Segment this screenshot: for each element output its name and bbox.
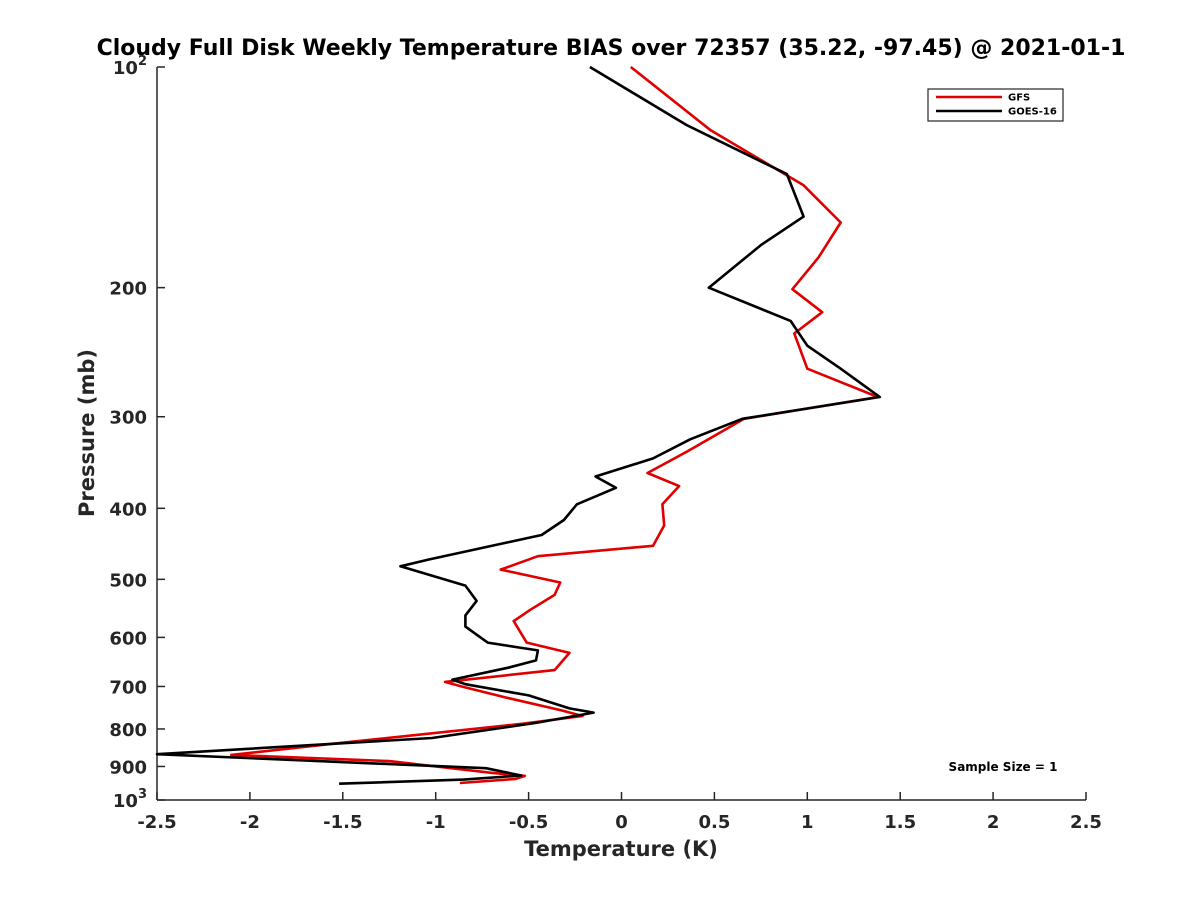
legend-label: GOES-16 [1008,107,1057,118]
y-tick-label: 400 [109,499,147,520]
x-tick-label: -2 [240,812,260,833]
x-tick-label: -0.5 [509,812,548,833]
y-tick-label: 900 [109,757,147,778]
y-tick-label: 102 [113,54,147,79]
y-tick-label: 800 [109,720,147,741]
x-tick-label: -1 [426,812,446,833]
x-tick-label: -1.5 [323,812,362,833]
y-tick-label: 103 [113,787,147,812]
x-tick-label: -2.5 [137,812,176,833]
y-tick-label-base: 10 [113,791,138,812]
y-tick-label-exponent: 3 [138,787,147,802]
x-axis-label: Temperature (K) [524,837,718,861]
x-tick-label: 2 [987,812,1000,833]
y-axis-label: Pressure (mb) [75,349,99,517]
y-tick-label-base: 10 [113,58,138,79]
series-line-goes-16 [155,65,882,785]
x-tick-label: 2.5 [1070,812,1102,833]
y-tick-label: 700 [109,677,147,698]
y-tick-label: 500 [109,570,147,591]
plot-area [157,67,1086,800]
x-ticks: -2.5 -2 -1.5 -1 -0.5 0 0.5 1 1.5 2 2.5 [137,792,1102,833]
x-tick-label: 1.5 [884,812,916,833]
x-tick-label: 1 [801,812,814,833]
series-line-gfs [230,65,880,785]
chart-title: Cloudy Full Disk Weekly Temperature BIAS… [97,36,1126,61]
y-tick-label-exponent: 2 [138,54,147,69]
legend-label: GFS [1008,93,1030,104]
x-tick-label: 0 [615,812,628,833]
y-tick-label: 200 [109,279,147,300]
legend-box [927,88,1064,122]
x-tick-label: 0.5 [698,812,730,833]
y-tick-label: 600 [109,628,147,649]
y-tick-label: 300 [109,408,147,429]
series-layer [155,65,882,785]
sample-size-annotation: Sample Size = 1 [949,760,1058,774]
legend: GFS GOES-16 [927,88,1064,122]
